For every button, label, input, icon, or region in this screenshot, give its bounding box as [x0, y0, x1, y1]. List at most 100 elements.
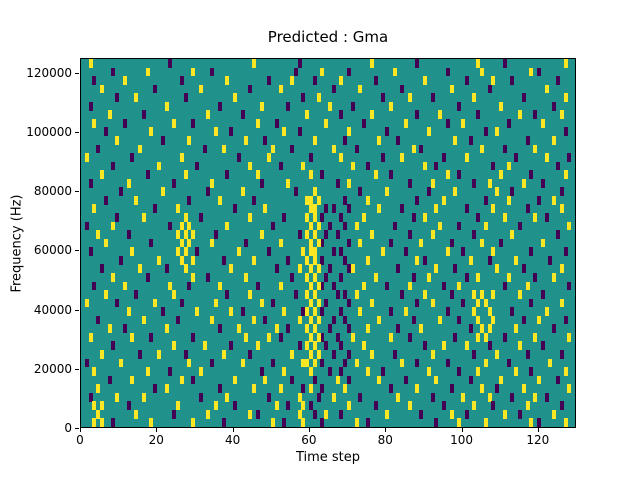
heatmap-cell: [381, 247, 386, 256]
heatmap-cell: [445, 170, 450, 179]
heatmap-cell: [103, 127, 108, 137]
x-tick-mark: [537, 428, 539, 432]
heatmap-cell: [145, 272, 150, 282]
heatmap-cell: [187, 238, 192, 248]
heatmap-cell: [472, 290, 477, 299]
heatmap-cell: [487, 178, 492, 188]
heatmap-cell: [252, 255, 257, 265]
heatmap-cell: [442, 195, 447, 205]
heatmap-cell: [312, 375, 317, 385]
heatmap-cell: [411, 272, 416, 282]
heatmap-cell: [476, 367, 481, 376]
heatmap-cell: [198, 367, 203, 376]
heatmap-cell: [529, 367, 534, 376]
heatmap-cell: [157, 161, 162, 171]
heatmap-cell: [255, 409, 260, 419]
heatmap-cell: [301, 247, 306, 256]
heatmap-cell: [274, 324, 279, 334]
heatmap-cell: [358, 238, 363, 248]
heatmap-cell: [244, 136, 249, 145]
heatmap-cell: [324, 341, 329, 351]
heatmap-cell: [487, 84, 492, 94]
heatmap-cell: [225, 392, 230, 402]
heatmap-cell: [259, 298, 264, 308]
heatmap-cell: [126, 307, 131, 316]
heatmap-cell: [195, 247, 200, 256]
heatmap-cell: [217, 384, 222, 393]
heatmap-cell: [290, 349, 295, 359]
heatmap-cell: [236, 153, 241, 162]
y-tick-mark: [75, 191, 79, 193]
heatmap-cell: [510, 230, 515, 239]
heatmap-cell: [179, 255, 184, 265]
heatmap-cell: [267, 247, 272, 256]
heatmap-cell: [183, 93, 188, 102]
heatmap-cell: [122, 76, 127, 85]
heatmap-cell: [472, 307, 477, 316]
heatmap-cell: [483, 195, 488, 205]
heatmap-cell: [544, 307, 549, 316]
heatmap-cell: [172, 409, 177, 419]
heatmap-cell: [214, 230, 219, 239]
heatmap-cell: [320, 358, 325, 368]
heatmap-cell: [244, 332, 249, 342]
heatmap-cell: [476, 110, 481, 120]
heatmap-cell: [263, 315, 268, 325]
heatmap-cell: [483, 298, 488, 308]
heatmap-cell: [198, 213, 203, 222]
heatmap-cell: [271, 358, 276, 368]
heatmap-cell: [119, 187, 124, 197]
heatmap-cell: [506, 195, 511, 205]
heatmap-cell: [312, 247, 317, 256]
heatmap-cell: [423, 255, 428, 265]
heatmap-cell: [331, 84, 336, 94]
heatmap-cell: [111, 272, 116, 282]
heatmap-cell: [183, 213, 188, 222]
heatmap-cell: [141, 213, 146, 222]
heatmap-cell: [312, 187, 317, 197]
heatmap-cell: [548, 255, 553, 265]
heatmap-cell: [96, 384, 101, 393]
heatmap-cell: [544, 84, 549, 94]
heatmap-cell: [141, 315, 146, 325]
x-tick-label: 40: [224, 433, 241, 447]
heatmap-cell: [160, 136, 165, 145]
heatmap-cell: [407, 281, 412, 291]
heatmap-cell: [206, 409, 211, 419]
heatmap-cell: [88, 59, 93, 68]
heatmap-cell: [559, 187, 564, 197]
heatmap-cell: [350, 332, 355, 342]
heatmap-cell: [415, 358, 420, 368]
y-tick-label: 60000: [33, 243, 72, 258]
heatmap-cell: [130, 332, 135, 342]
heatmap-cell: [544, 153, 549, 162]
heatmap-cell: [464, 76, 469, 85]
x-tick-label: 20: [148, 433, 164, 447]
heatmap-cell: [506, 161, 511, 171]
heatmap-cell: [233, 401, 238, 411]
heatmap-cell: [214, 401, 219, 411]
heatmap-cell: [483, 221, 488, 231]
heatmap-cell: [286, 178, 291, 188]
heatmap-cell: [130, 247, 135, 256]
heatmap-cell: [221, 255, 226, 265]
heatmap-cell: [187, 281, 192, 291]
heatmap-cell: [225, 170, 230, 179]
heatmap-cell: [119, 255, 124, 265]
heatmap-cell: [217, 324, 222, 334]
heatmap-cell: [248, 409, 253, 419]
heatmap-cell: [278, 161, 283, 171]
heatmap-cell: [480, 144, 485, 154]
heatmap-cell: [506, 272, 511, 282]
heatmap-cell: [84, 153, 89, 162]
y-tick-mark: [75, 250, 79, 252]
heatmap-cell: [540, 238, 545, 248]
heatmap-cell: [434, 375, 439, 385]
heatmap-cell: [301, 358, 306, 368]
heatmap-cell: [442, 341, 447, 351]
heatmap-cell: [138, 349, 143, 359]
heatmap-cell: [362, 281, 367, 291]
heatmap-cell: [377, 204, 382, 214]
heatmap-cell: [316, 221, 321, 231]
heatmap-cell: [461, 247, 466, 256]
